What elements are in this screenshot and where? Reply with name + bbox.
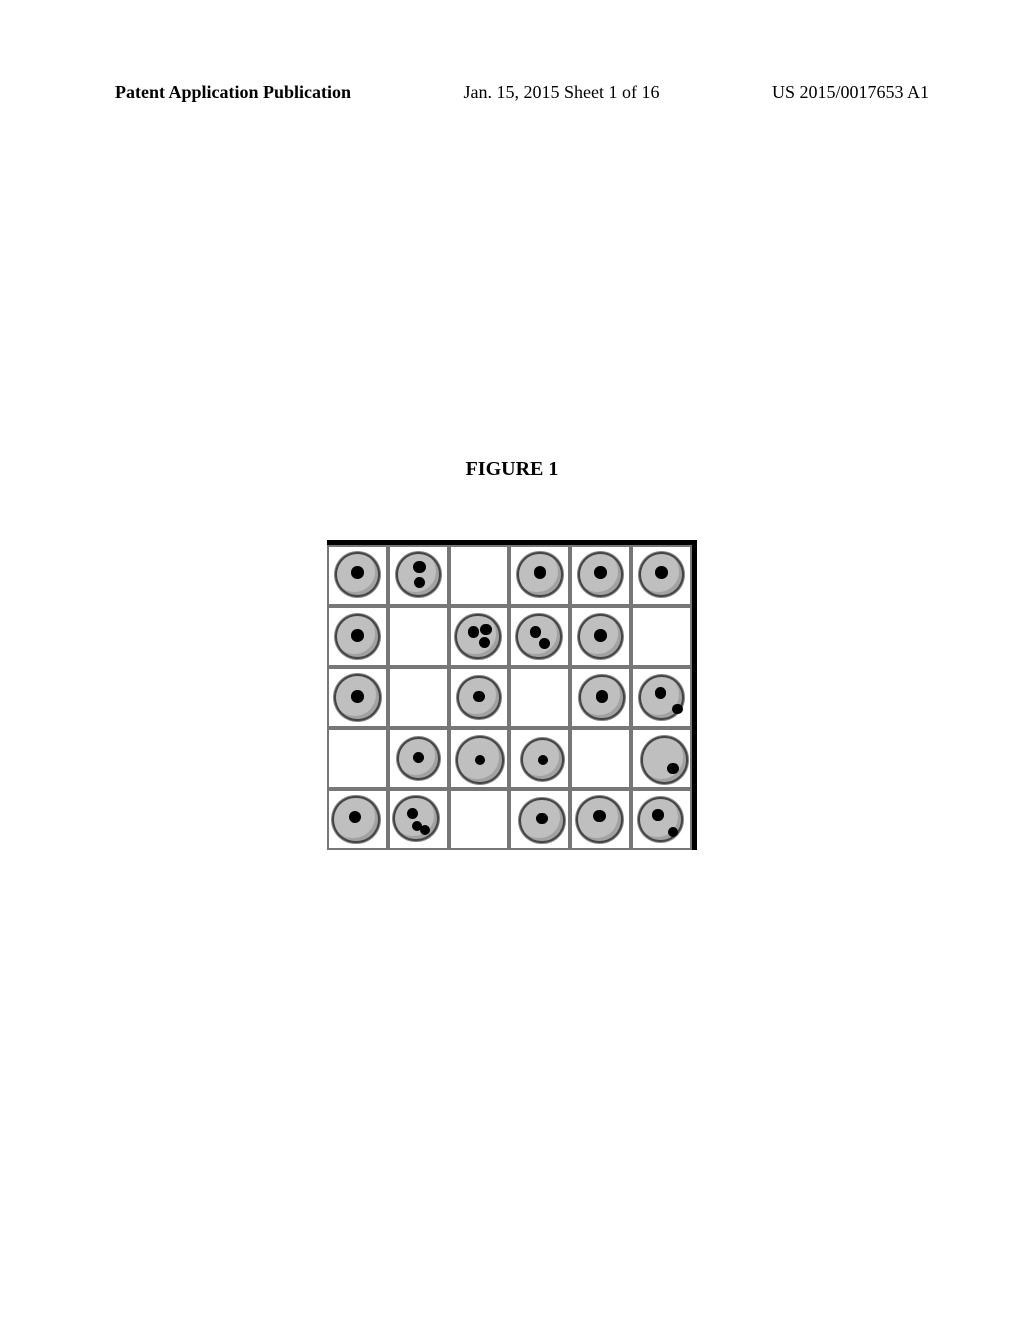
grid-cell bbox=[449, 606, 510, 667]
grid-cell bbox=[631, 789, 692, 850]
nucleus-dot bbox=[672, 704, 682, 714]
grid-cell bbox=[388, 789, 449, 850]
grid-cell bbox=[388, 606, 449, 667]
grid-cell bbox=[570, 606, 631, 667]
nucleus-dot bbox=[420, 825, 430, 835]
nucleus-dot bbox=[414, 577, 425, 588]
nucleus-dot bbox=[539, 638, 550, 649]
grid-cell bbox=[509, 667, 570, 728]
grid-cell bbox=[327, 728, 388, 789]
figure-frame bbox=[327, 540, 697, 850]
grid-cell bbox=[509, 728, 570, 789]
nucleus-dot bbox=[538, 755, 548, 765]
nucleus-dot bbox=[480, 624, 491, 635]
grid-cell bbox=[449, 545, 510, 606]
grid-cell bbox=[631, 545, 692, 606]
grid-cell bbox=[631, 606, 692, 667]
nucleus-dot bbox=[655, 566, 668, 579]
grid-cell bbox=[327, 545, 388, 606]
nucleus-dot bbox=[468, 626, 479, 637]
figure-title: FIGURE 1 bbox=[0, 458, 1024, 481]
nucleus-dot bbox=[593, 810, 606, 823]
nucleus-dot bbox=[536, 813, 547, 824]
grid-cell bbox=[509, 789, 570, 850]
grid-cell bbox=[631, 667, 692, 728]
nucleus-dot bbox=[594, 566, 607, 579]
nucleus-dot bbox=[534, 566, 547, 579]
grid-cell bbox=[327, 606, 388, 667]
nucleus-dot bbox=[351, 690, 364, 703]
header-left: Patent Application Publication bbox=[115, 82, 351, 103]
nucleus-dot bbox=[351, 629, 364, 642]
header-center: Jan. 15, 2015 Sheet 1 of 16 bbox=[464, 82, 660, 103]
grid-cell bbox=[570, 789, 631, 850]
nucleus-dot bbox=[596, 690, 609, 703]
figure-grid bbox=[327, 545, 692, 850]
nucleus-dot bbox=[413, 561, 426, 574]
nucleus-dot bbox=[652, 809, 663, 820]
nucleus-dot bbox=[655, 687, 666, 698]
page-header: Patent Application Publication Jan. 15, … bbox=[115, 82, 929, 103]
nucleus-dot bbox=[530, 626, 541, 637]
grid-cell bbox=[327, 667, 388, 728]
grid-cell bbox=[570, 545, 631, 606]
nucleus-dot bbox=[413, 752, 424, 763]
nucleus-dot bbox=[473, 691, 484, 702]
grid-cell bbox=[327, 789, 388, 850]
nucleus-dot bbox=[668, 827, 678, 837]
grid-cell bbox=[570, 667, 631, 728]
grid-cell bbox=[570, 728, 631, 789]
grid-cell bbox=[631, 728, 692, 789]
nucleus-dot bbox=[351, 566, 364, 579]
grid-cell bbox=[388, 545, 449, 606]
grid-cell bbox=[388, 667, 449, 728]
grid-cell bbox=[449, 728, 510, 789]
cell-circle bbox=[641, 736, 689, 784]
grid-cell bbox=[388, 728, 449, 789]
cell-circle bbox=[393, 796, 438, 842]
nucleus-dot bbox=[475, 755, 485, 765]
header-right: US 2015/0017653 A1 bbox=[772, 82, 929, 103]
grid-cell bbox=[449, 667, 510, 728]
cell-circle bbox=[455, 614, 500, 660]
grid-cell bbox=[509, 606, 570, 667]
grid-cell bbox=[449, 789, 510, 850]
nucleus-dot bbox=[594, 629, 607, 642]
nucleus-dot bbox=[667, 763, 678, 774]
grid-cell bbox=[509, 545, 570, 606]
cell-circle bbox=[396, 552, 441, 598]
